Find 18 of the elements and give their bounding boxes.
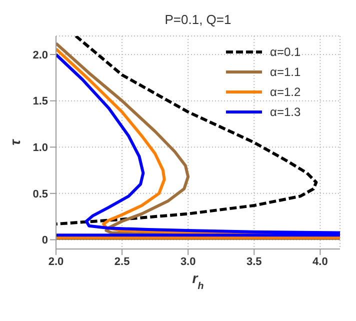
y-tick-label: 1.0 bbox=[32, 142, 48, 154]
y-tick-label: 0.5 bbox=[32, 188, 48, 200]
x-tick-label: 2.0 bbox=[48, 256, 64, 268]
legend-label: α=0.1 bbox=[270, 45, 301, 59]
y-tick-label: 1.5 bbox=[32, 96, 48, 108]
x-axis-title: r$_{h}$ bbox=[192, 270, 204, 292]
legend-label: α=1.2 bbox=[270, 85, 301, 99]
legend-label: α=1.1 bbox=[270, 65, 301, 79]
x-tick-label: 3.5 bbox=[246, 256, 262, 268]
y-axis-title: τ bbox=[7, 138, 23, 146]
x-tick-label: 4.0 bbox=[312, 256, 328, 268]
y-tick-label: 2.0 bbox=[32, 49, 48, 62]
x-tick-label: 2.5 bbox=[114, 256, 130, 268]
y-tick-label: 0 bbox=[42, 234, 48, 247]
x-tick-label: 3.0 bbox=[180, 256, 196, 268]
legend-label: α=1.3 bbox=[270, 105, 301, 119]
line-series bbox=[56, 36, 318, 226]
chart-title: P=0.1, Q=1 bbox=[164, 12, 232, 27]
